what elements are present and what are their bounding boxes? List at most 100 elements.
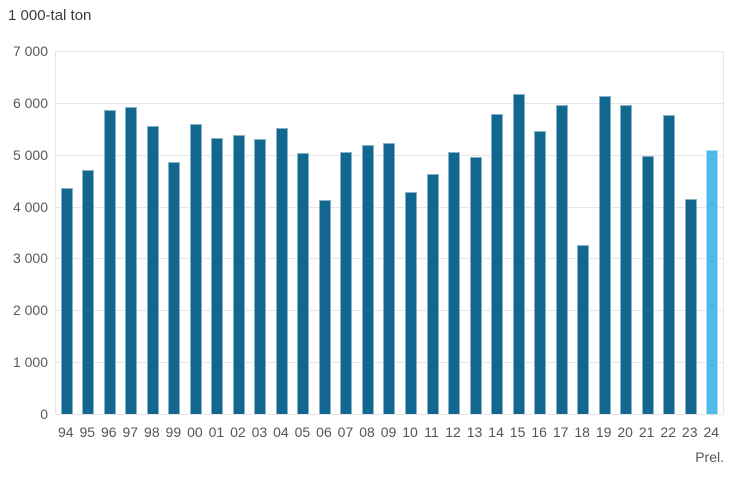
bar-15[interactable] — [512, 94, 525, 414]
bar-slot-18 — [572, 51, 594, 414]
bar-19[interactable] — [598, 95, 611, 414]
x-tick-label-14: 14 — [488, 424, 504, 440]
x-tick-label-23: 23 — [681, 424, 698, 440]
bar-12[interactable] — [448, 151, 461, 414]
gridline — [56, 51, 723, 52]
x-tick-label-12: 12 — [445, 424, 461, 440]
x-tick-label-16: 16 — [531, 424, 547, 440]
gridline — [56, 102, 723, 104]
bar-slot-13 — [465, 51, 487, 414]
chart-title: 1 000-tal ton — [8, 7, 92, 24]
x-tick-label-97: 97 — [122, 424, 139, 440]
bar-02[interactable] — [232, 134, 245, 414]
bar-slot-04 — [271, 51, 293, 414]
bar-24-preliminary[interactable] — [706, 149, 719, 414]
prel-annotation: Prel. — [695, 449, 724, 465]
x-tick-label-95: 95 — [79, 424, 96, 440]
x-tick-label-94: 94 — [57, 424, 74, 440]
bar-08[interactable] — [361, 144, 374, 414]
y-tick-label: 1 000 — [12, 354, 48, 371]
x-tick-label-98: 98 — [144, 424, 160, 440]
bar-23[interactable] — [684, 199, 697, 414]
x-tick-label-18: 18 — [574, 424, 590, 440]
y-tick-label: 4 000 — [12, 198, 48, 215]
y-tick-label: 3 000 — [12, 250, 48, 267]
bar-slot-16 — [529, 51, 551, 414]
bar-slot-01 — [207, 51, 229, 414]
bar-slot-23 — [680, 51, 702, 414]
bar-slot-20 — [615, 51, 637, 414]
bar-slot-96 — [99, 51, 121, 414]
bar-00[interactable] — [189, 124, 202, 414]
bar-slot-99 — [164, 51, 186, 414]
x-tick-label-96: 96 — [101, 424, 117, 440]
x-tick-label-02: 02 — [230, 424, 246, 440]
bar-slot-97 — [121, 51, 143, 414]
x-tick-label-00: 00 — [187, 424, 203, 440]
bar-slot-00 — [185, 51, 207, 414]
x-tick-label-04: 04 — [273, 424, 289, 440]
bar-slot-24 — [701, 51, 723, 414]
bar-slot-06 — [314, 51, 336, 414]
bar-series — [56, 51, 723, 414]
bar-18[interactable] — [577, 245, 590, 414]
bar-01[interactable] — [211, 138, 224, 414]
bar-95[interactable] — [82, 169, 95, 414]
bar-14[interactable] — [491, 114, 504, 414]
bar-slot-14 — [486, 51, 508, 414]
bar-17[interactable] — [555, 104, 568, 414]
bar-slot-09 — [379, 51, 401, 414]
plot-area — [55, 51, 724, 415]
bar-11[interactable] — [426, 173, 439, 414]
bar-96[interactable] — [103, 109, 116, 414]
x-tick-label-15: 15 — [509, 424, 526, 440]
bar-16[interactable] — [534, 130, 547, 414]
bar-22[interactable] — [663, 114, 676, 414]
bar-94[interactable] — [60, 188, 73, 414]
x-axis: 94 95 96 97 98 99 00 01 02 03 04 05 06 07 08 09 10 11 12 13… — [55, 424, 722, 440]
x-tick-label-10: 10 — [402, 424, 418, 440]
bar-03[interactable] — [254, 139, 267, 414]
x-tick-label-05: 05 — [294, 424, 311, 440]
x-tick-label-11: 11 — [424, 424, 439, 440]
x-tick-label-01: 01 — [208, 424, 225, 440]
bar-98[interactable] — [146, 125, 159, 414]
x-tick-label-17: 17 — [552, 424, 569, 440]
bar-slot-03 — [250, 51, 272, 414]
x-tick-label-09: 09 — [380, 424, 397, 440]
bar-slot-10 — [400, 51, 422, 414]
bar-09[interactable] — [383, 143, 396, 414]
x-tick-label-13: 13 — [466, 424, 483, 440]
bar-20[interactable] — [620, 105, 633, 414]
y-tick-label: 5 000 — [12, 146, 48, 163]
bar-10[interactable] — [405, 192, 417, 414]
bar-slot-05 — [293, 51, 315, 414]
bar-06[interactable] — [318, 199, 331, 414]
y-axis: 7 000 6 000 5 000 4 000 3 000 2 000 1 000 0 — [0, 43, 48, 422]
bar-slot-22 — [658, 51, 680, 414]
x-tick-label-22: 22 — [660, 424, 676, 440]
bar-05[interactable] — [297, 153, 310, 414]
bar-slot-08 — [357, 51, 379, 414]
bar-slot-17 — [551, 51, 573, 414]
bar-slot-02 — [228, 51, 250, 414]
x-tick-label-08: 08 — [359, 424, 375, 440]
x-tick-label-07: 07 — [337, 424, 354, 440]
y-tick-label: 6 000 — [12, 94, 48, 111]
bar-07[interactable] — [340, 151, 353, 414]
bar-slot-15 — [508, 51, 530, 414]
y-tick-label: 7 000 — [12, 43, 48, 59]
bar-97[interactable] — [125, 106, 138, 414]
bar-slot-11 — [422, 51, 444, 414]
bar-04[interactable] — [275, 127, 288, 414]
bar-slot-95 — [78, 51, 100, 414]
bar-slot-94 — [56, 51, 78, 414]
bar-13[interactable] — [469, 156, 482, 414]
bar-slot-98 — [142, 51, 164, 414]
x-tick-label-21: 21 — [638, 424, 655, 440]
bar-21[interactable] — [641, 156, 654, 414]
bar-99[interactable] — [168, 161, 181, 414]
x-tick-label-20: 20 — [617, 424, 633, 440]
bar-slot-21 — [637, 51, 659, 414]
